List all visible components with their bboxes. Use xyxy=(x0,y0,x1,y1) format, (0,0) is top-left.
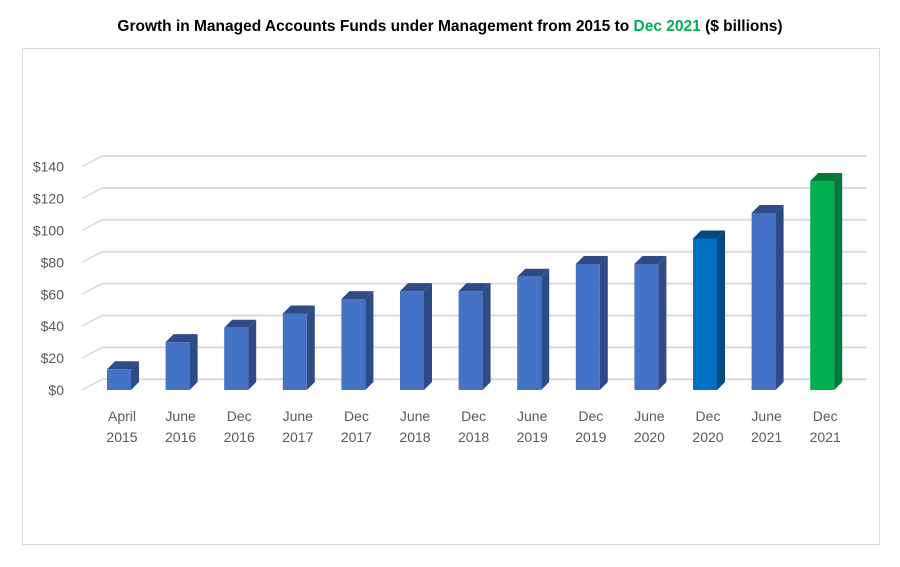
x-tick-label: 2021 xyxy=(751,429,782,445)
x-tick-label: 2015 xyxy=(106,429,137,445)
x-tick-label: Dec xyxy=(813,408,838,424)
bar-side xyxy=(189,334,198,390)
x-tick-label: 2017 xyxy=(282,429,313,445)
bar-side xyxy=(424,283,432,390)
x-tick-label: 2016 xyxy=(165,429,196,445)
y-tick-label: $100 xyxy=(33,223,64,239)
bar-side xyxy=(131,361,139,390)
gridline-depth xyxy=(81,282,103,295)
bar-top xyxy=(224,319,257,328)
x-tick-label: 2020 xyxy=(692,429,723,445)
bar xyxy=(810,181,835,390)
bar-top xyxy=(282,305,315,314)
bar xyxy=(458,291,483,390)
gridline-depth xyxy=(81,251,103,264)
bar xyxy=(693,238,717,390)
x-tick-label: 2018 xyxy=(458,429,489,445)
bar-side xyxy=(541,268,550,390)
bar-side xyxy=(599,255,608,390)
x-tick-label: June xyxy=(283,408,314,424)
bar-side xyxy=(658,255,667,390)
bar-top xyxy=(634,255,667,264)
gridline-depth xyxy=(81,314,103,327)
bar-side xyxy=(306,305,315,390)
bar xyxy=(575,263,600,390)
bar-top xyxy=(458,283,491,292)
x-tick-label: June xyxy=(400,408,431,424)
x-tick-label: Dec xyxy=(578,408,603,424)
bar-top xyxy=(400,283,432,292)
title-highlight: Dec 2021 xyxy=(633,18,701,35)
bar-side xyxy=(365,291,374,390)
x-tick-label: June xyxy=(165,408,196,424)
x-tick-label: 2018 xyxy=(399,429,430,445)
bar xyxy=(634,263,659,390)
y-tick-label: $60 xyxy=(41,286,65,302)
chart-frame xyxy=(22,48,880,545)
x-tick-label: Dec xyxy=(696,408,721,424)
bar xyxy=(107,369,131,390)
gridline-depth xyxy=(81,378,103,391)
y-tick-label: $120 xyxy=(33,191,64,207)
y-tick-label: $80 xyxy=(41,254,65,270)
x-tick-label: Dec xyxy=(227,408,252,424)
bar-top xyxy=(517,268,550,277)
x-tick-label: Dec xyxy=(461,408,486,424)
bar-side xyxy=(717,230,725,390)
gridline-depth xyxy=(81,219,103,232)
bar-side xyxy=(834,173,843,390)
x-tick-label: 2016 xyxy=(224,429,255,445)
title-text: Growth in Managed Accounts Funds under M… xyxy=(117,18,634,35)
bar-top xyxy=(107,361,139,370)
bar-top xyxy=(165,334,198,343)
title-suffix: ($ billions) xyxy=(700,18,783,35)
gridline-depth xyxy=(81,346,103,359)
x-tick-label: 2019 xyxy=(575,429,606,445)
bar-top xyxy=(693,230,725,239)
x-tick-label: June xyxy=(517,408,548,424)
bar-top xyxy=(575,255,608,264)
x-tick-label: 2021 xyxy=(810,429,841,445)
bar-top xyxy=(751,204,784,213)
gridline-depth xyxy=(81,155,103,168)
bar xyxy=(165,342,190,390)
bar-side xyxy=(248,319,257,390)
gridline-depth xyxy=(81,187,103,200)
bar xyxy=(341,299,366,390)
chart-title: Growth in Managed Accounts Funds under M… xyxy=(0,18,900,36)
bar xyxy=(282,313,307,390)
x-tick-label: 2020 xyxy=(634,429,665,445)
bar xyxy=(517,276,542,390)
y-tick-label: $140 xyxy=(33,159,64,175)
bar xyxy=(224,327,249,390)
y-tick-label: $40 xyxy=(41,318,65,334)
bar-side xyxy=(775,204,784,390)
x-tick-label: April xyxy=(108,408,136,424)
y-tick-label: $0 xyxy=(48,382,64,398)
bar-side xyxy=(482,283,491,390)
bar xyxy=(751,212,776,390)
x-tick-label: 2017 xyxy=(341,429,372,445)
bar-top xyxy=(810,173,843,182)
y-tick-label: $20 xyxy=(41,350,65,366)
x-tick-label: Dec xyxy=(344,408,369,424)
x-tick-label: June xyxy=(751,408,782,424)
x-tick-label: June xyxy=(634,408,665,424)
x-tick-label: 2019 xyxy=(517,429,548,445)
bar-top xyxy=(341,291,374,300)
bar xyxy=(400,291,424,390)
